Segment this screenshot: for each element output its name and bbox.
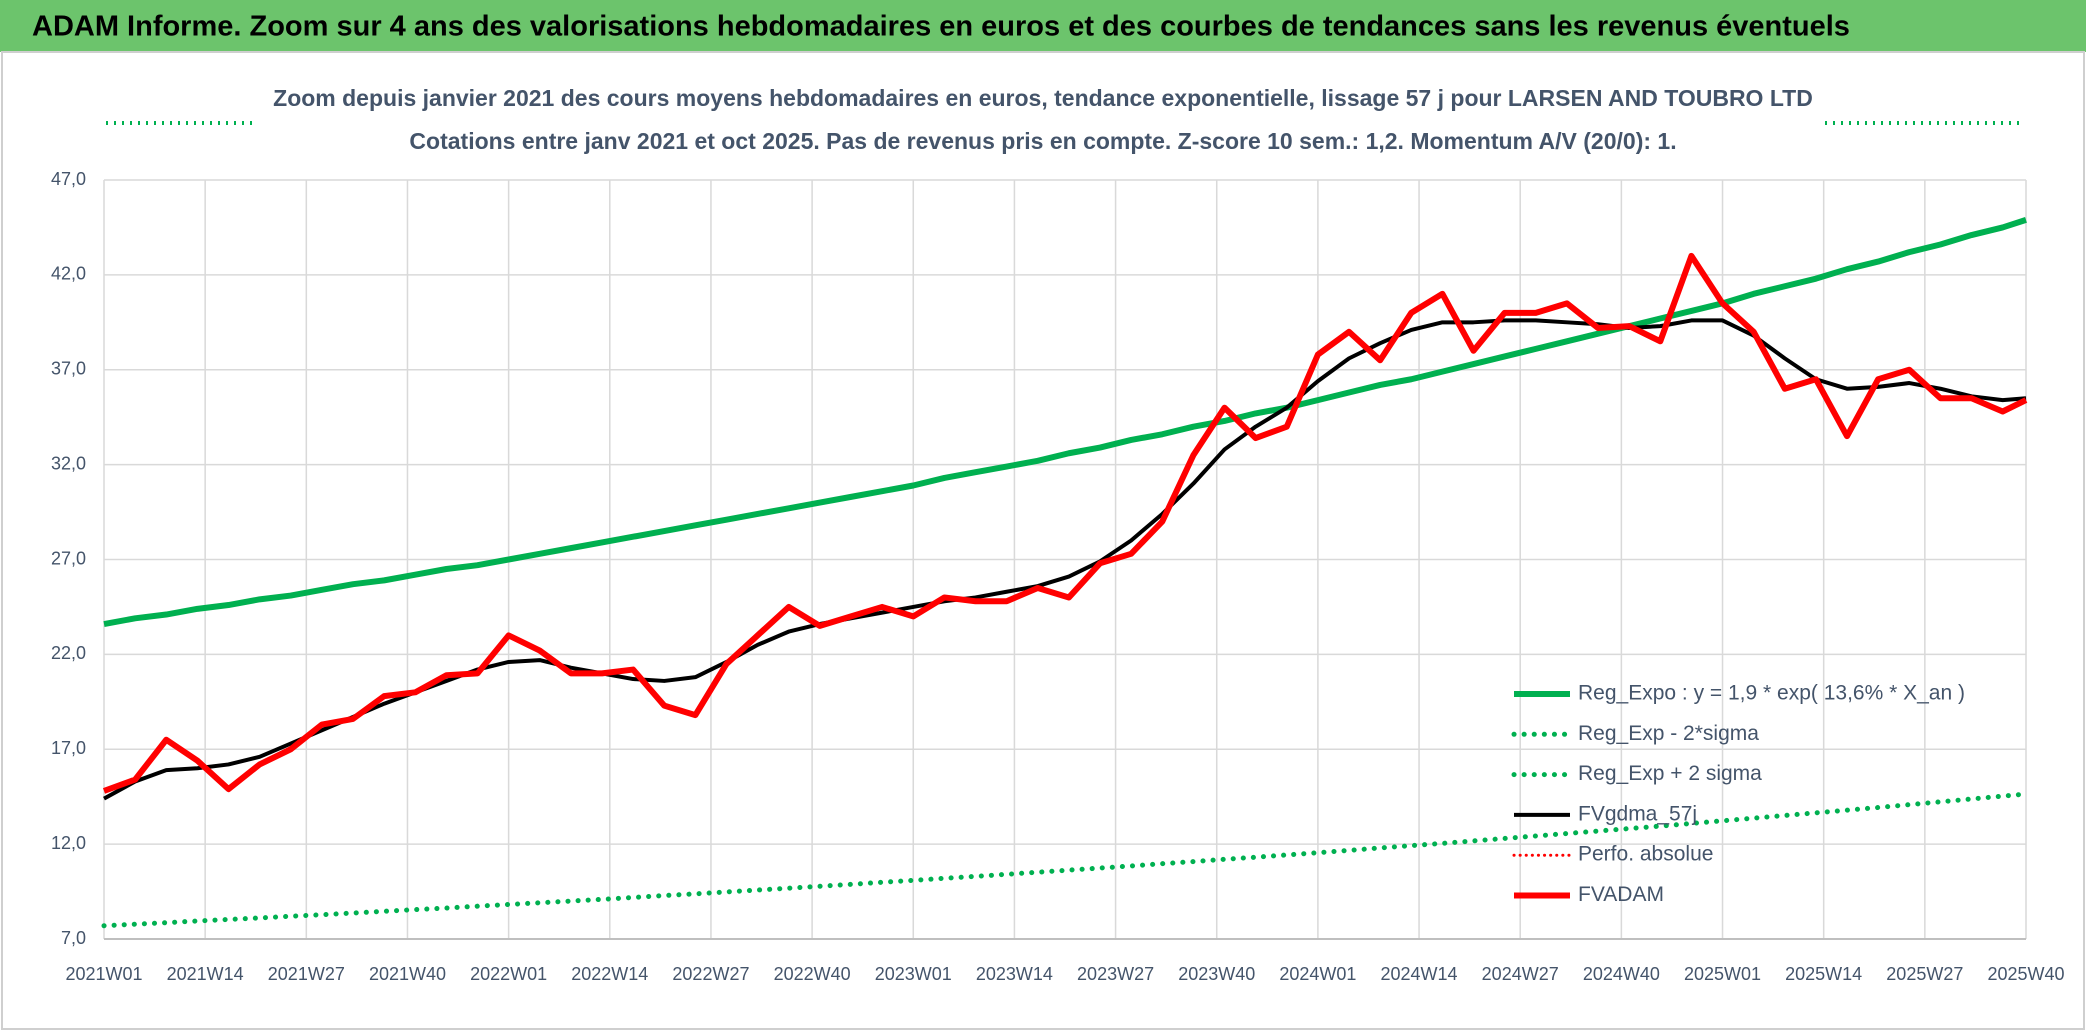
y-tick-label: 22,0 <box>51 643 86 663</box>
x-tick-label: 2021W01 <box>65 964 142 984</box>
x-tick-label: 2025W27 <box>1886 964 1963 984</box>
series-line <box>103 216 2027 627</box>
series-line <box>102 252 2028 794</box>
y-tick-label: 37,0 <box>51 359 86 379</box>
chart-frame <box>1 51 2085 1030</box>
plot-lines <box>101 216 2029 929</box>
x-tick-label: 2021W27 <box>268 964 345 984</box>
chart-title: Zoom depuis janvier 2021 des cours moyen… <box>273 85 1813 111</box>
x-tick-label: 2022W14 <box>571 964 648 984</box>
y-tick-label: 12,0 <box>51 833 86 853</box>
legend-label: Reg_Exp - 2*sigma <box>1578 722 1759 745</box>
legend: Reg_Expo : y = 1,9 * exp( 13,6% * X_an )… <box>1511 682 1965 906</box>
y-tick-label: 32,0 <box>51 453 86 473</box>
x-tick-label: 2025W01 <box>1684 964 1761 984</box>
x-tick-label: 2021W40 <box>369 964 446 984</box>
x-tick-label: 2023W01 <box>875 964 952 984</box>
y-tick-label: 42,0 <box>51 264 86 284</box>
x-tick-label: 2023W27 <box>1077 964 1154 984</box>
y-tick-label: 17,0 <box>51 738 86 758</box>
x-tick-label: 2022W40 <box>774 964 851 984</box>
y-tick-label: 47,0 <box>51 169 86 189</box>
x-tick-label: 2024W27 <box>1482 964 1559 984</box>
legend-label: Reg_Expo : y = 1,9 * exp( 13,6% * X_an ) <box>1578 682 1965 705</box>
x-tick-label: 2022W27 <box>672 964 749 984</box>
x-tick-label: 2024W14 <box>1381 964 1458 984</box>
x-tick-label: 2025W14 <box>1785 964 1862 984</box>
header-title: ADAM Informe. Zoom sur 4 ans des valoris… <box>32 11 1850 43</box>
header-bar <box>0 0 2086 52</box>
y-tick-label: 27,0 <box>51 548 86 568</box>
x-tick-label: 2024W40 <box>1583 964 1660 984</box>
x-tick-label: 2023W14 <box>976 964 1053 984</box>
legend-label: FVADAM <box>1578 883 1664 906</box>
x-tick-label: 2025W40 <box>1987 964 2064 984</box>
x-tick-label: 2023W40 <box>1178 964 1255 984</box>
legend-label: Reg_Exp + 2 sigma <box>1578 762 1762 785</box>
legend-label: FVgdma_57j <box>1578 802 1697 825</box>
y-tick-label: 7,0 <box>61 928 86 948</box>
chart-subtitle: Cotations entre janv 2021 et oct 2025. P… <box>409 128 1676 154</box>
legend-label: Perfo. absolue <box>1578 843 1713 866</box>
x-tick-label: 2024W01 <box>1279 964 1356 984</box>
series-line <box>101 791 2029 929</box>
x-tick-label: 2022W01 <box>470 964 547 984</box>
x-tick-label: 2021W14 <box>167 964 244 984</box>
